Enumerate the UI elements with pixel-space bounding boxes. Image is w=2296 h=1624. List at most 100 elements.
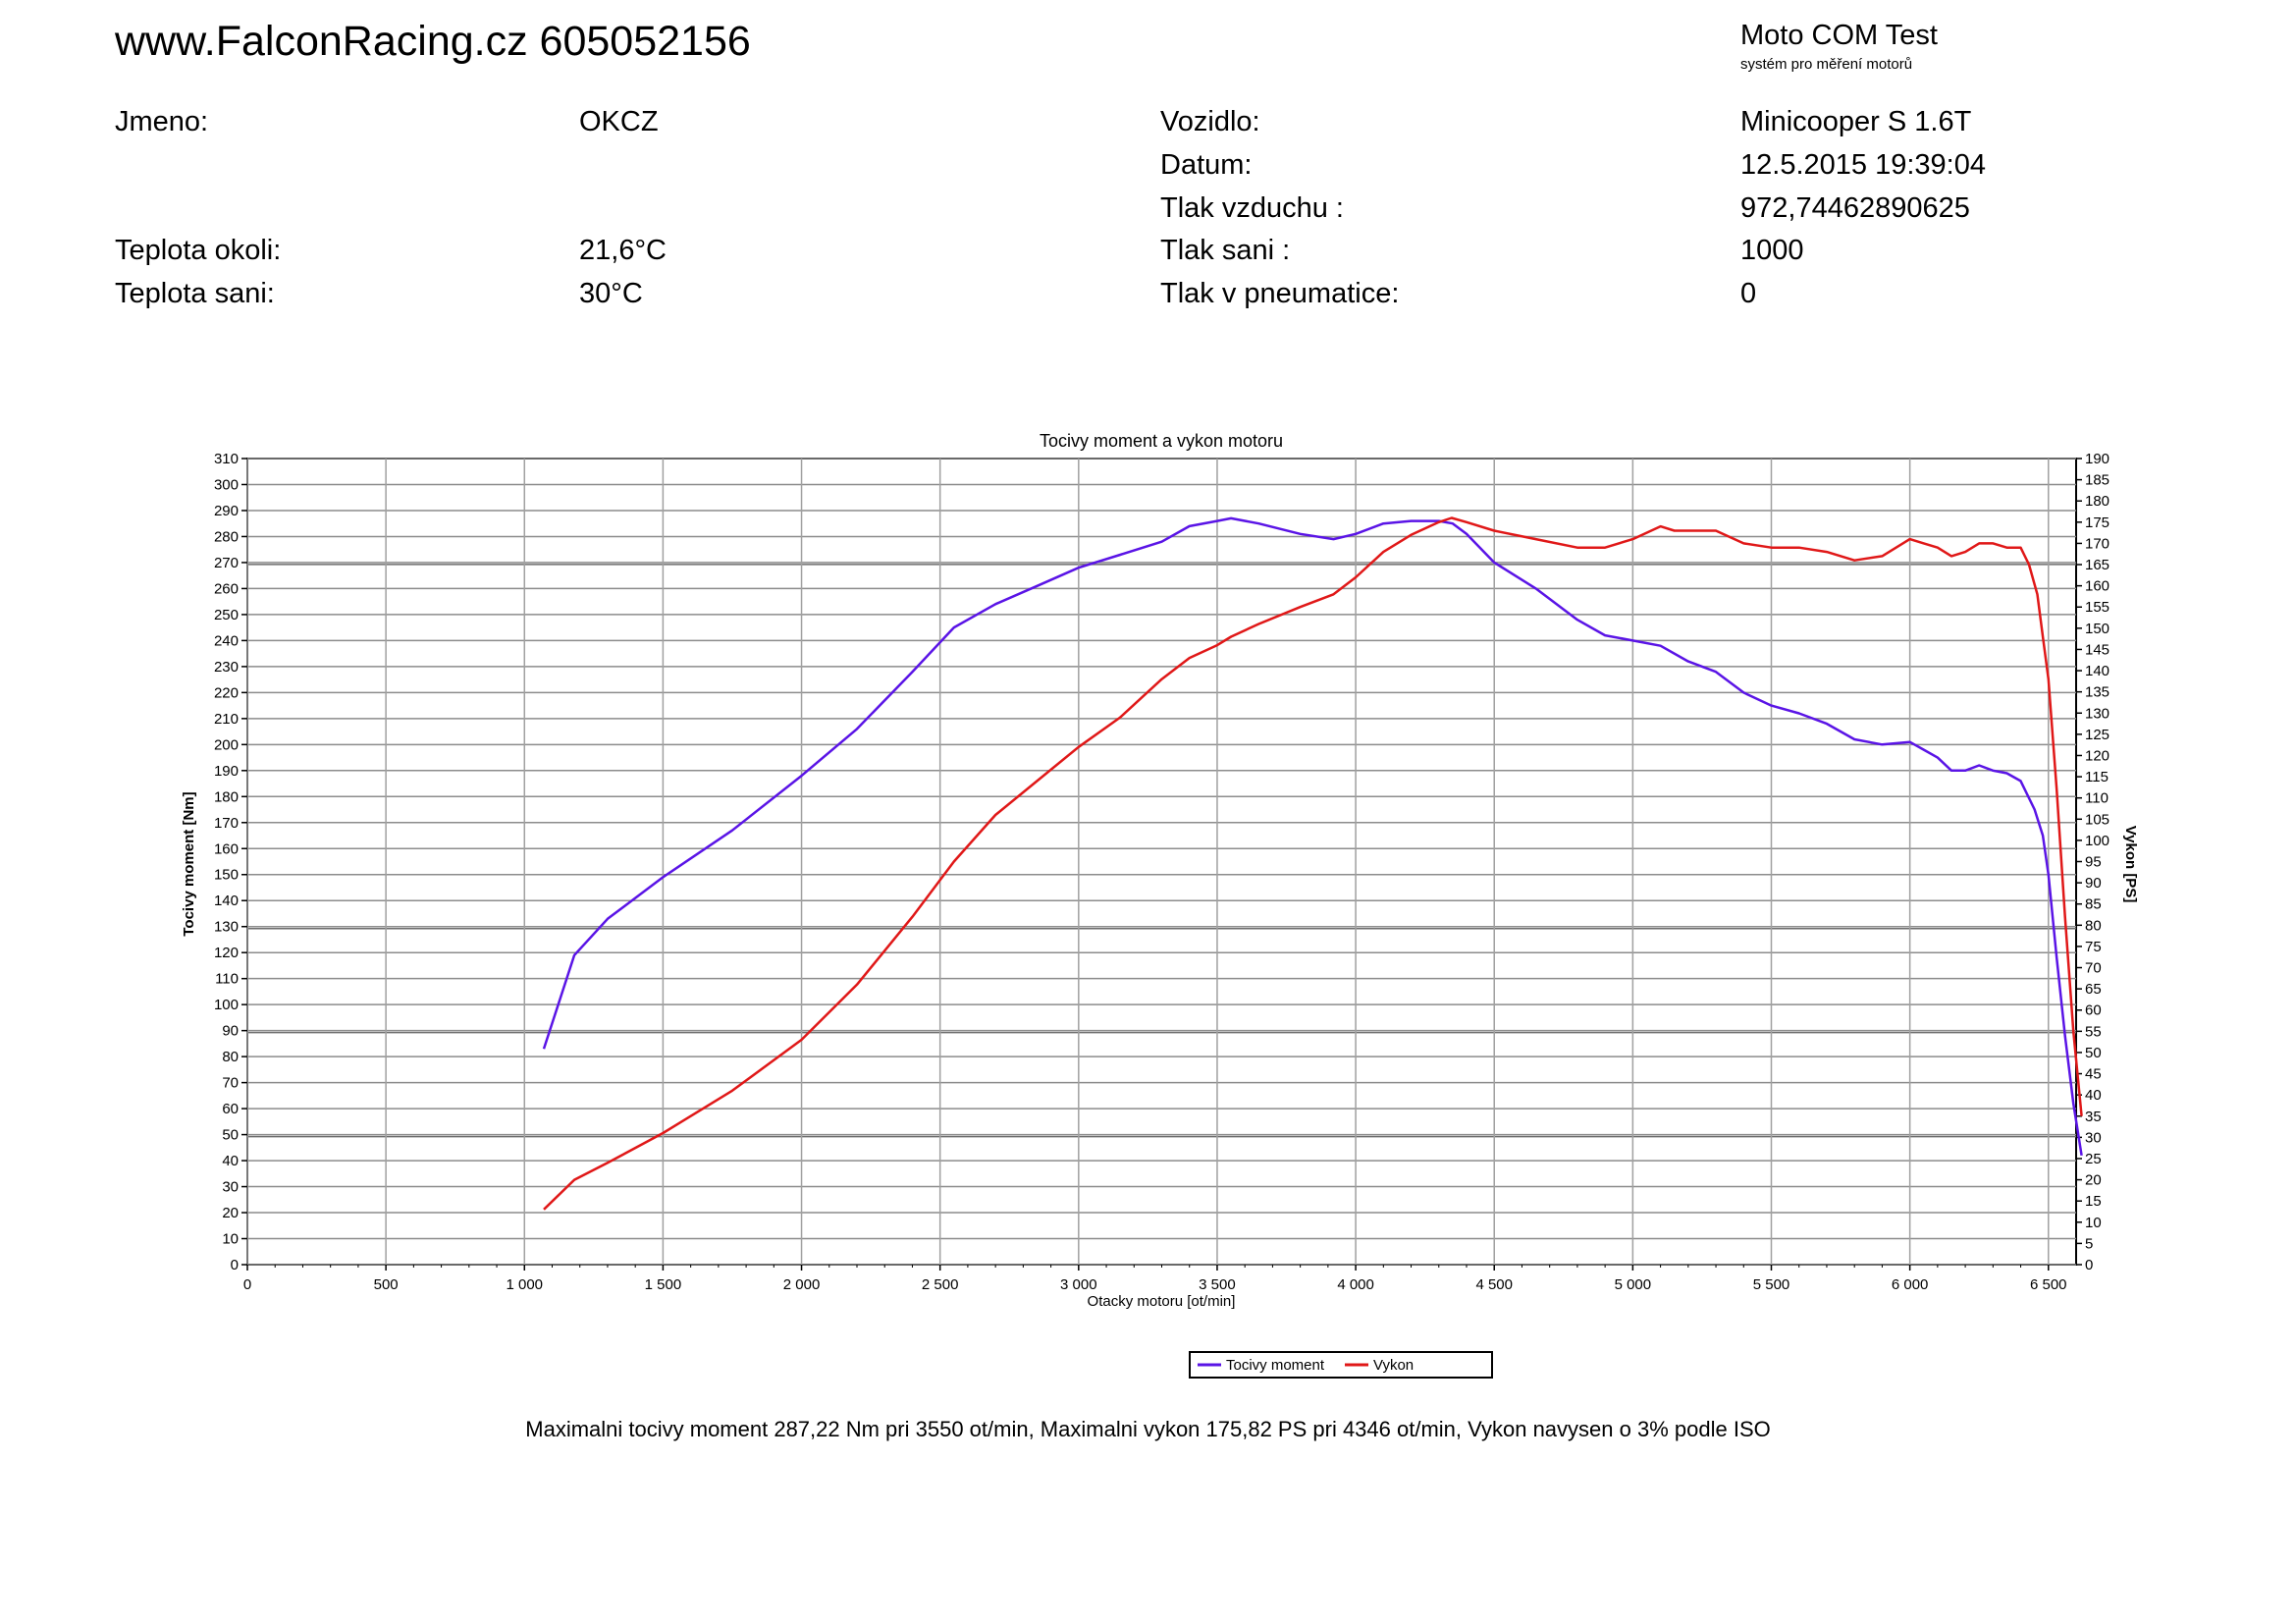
x-axis-label: Otacky motoru [ot/min]: [1088, 1293, 1236, 1310]
y-tick-label: 20: [222, 1205, 239, 1221]
x-tick-label: 6 500: [2030, 1276, 2067, 1293]
y-tick-label: 280: [214, 528, 239, 545]
y2-tick-label: 20: [2085, 1172, 2102, 1189]
info-label-tlak-sani: Tlak sani :: [1160, 235, 1291, 266]
info-label-vozidlo: Vozidlo:: [1160, 106, 1260, 137]
x-tick-label: 4 000: [1337, 1276, 1374, 1293]
y-tick-label: 140: [214, 893, 239, 909]
brand-subtitle: systém pro měření motorů: [1740, 56, 1913, 73]
x-tick-label: 2 000: [783, 1276, 821, 1293]
y-tick-label: 130: [214, 919, 239, 936]
y-tick-label: 190: [214, 763, 239, 780]
x-tick-label: 2 500: [922, 1276, 959, 1293]
info-value-tlak-sani: 1000: [1740, 235, 1804, 266]
y-tick-label: 150: [214, 867, 239, 884]
y2-tick-label: 155: [2085, 599, 2109, 616]
info-label-teplota-okoli: Teplota okoli:: [115, 235, 282, 266]
y2-tick-label: 190: [2085, 451, 2109, 467]
info-value-vozidlo: Minicooper S 1.6T: [1740, 106, 1972, 137]
y-tick-label: 250: [214, 607, 239, 623]
y2-tick-label: 135: [2085, 684, 2109, 701]
y2-tick-label: 160: [2085, 578, 2109, 595]
y2-axis-label: Vykon [PS]: [2122, 826, 2139, 903]
y2-tick-label: 85: [2085, 896, 2102, 913]
info-value-datum: 12.5.2015 19:39:04: [1740, 149, 1986, 181]
x-tick-label: 5 500: [1753, 1276, 1790, 1293]
y2-tick-label: 90: [2085, 875, 2102, 892]
y2-tick-label: 150: [2085, 621, 2109, 637]
y2-tick-label: 10: [2085, 1215, 2102, 1231]
x-tick-label: 1 500: [645, 1276, 682, 1293]
info-value-jmeno: OKCZ: [579, 106, 659, 137]
info-value-teplota-okoli: 21,6°C: [579, 235, 667, 266]
y-tick-label: 110: [215, 971, 239, 988]
y2-tick-label: 175: [2085, 514, 2109, 531]
site-title: www.FalconRacing.cz 605052156: [115, 18, 751, 65]
y2-tick-label: 145: [2085, 641, 2109, 658]
y-tick-label: 80: [222, 1049, 239, 1065]
chart-legend: Tocivy moment Vykon: [1189, 1351, 1493, 1379]
y-tick-label: 0: [231, 1257, 239, 1273]
y-tick-label: 120: [214, 945, 239, 961]
grid: [246, 458, 2077, 1266]
info-label-teplota-sani: Teplota sani:: [115, 278, 275, 309]
plot-frame: [246, 458, 2077, 1266]
y2-tick-label: 25: [2085, 1151, 2102, 1167]
y-tick-label: 210: [214, 711, 239, 728]
y2-tick-label: 140: [2085, 663, 2109, 679]
y2-tick-label: 30: [2085, 1129, 2102, 1146]
x-tick-label: 3 000: [1060, 1276, 1097, 1293]
info-label-jmeno: Jmeno:: [115, 106, 209, 137]
y2-tick-label: 80: [2085, 917, 2102, 934]
y2-tick-label: 55: [2085, 1023, 2102, 1040]
x-tick-label: 500: [374, 1276, 399, 1293]
y-tick-label: 10: [222, 1231, 239, 1248]
y2-tick-label: 45: [2085, 1066, 2102, 1083]
y2-tick-label: 115: [2085, 769, 2109, 785]
y-tick-label: 160: [214, 840, 239, 857]
y2-tick-label: 70: [2085, 960, 2102, 977]
series-line-tocivy-moment: [542, 516, 2083, 1156]
y-tick-label: 180: [214, 788, 239, 805]
y2-tick-label: 110: [2085, 790, 2109, 807]
y-tick-label: 220: [214, 684, 239, 701]
y-tick-label: 30: [222, 1179, 239, 1196]
summary-text: Maximalni tocivy moment 287,22 Nm pri 35…: [525, 1417, 1771, 1441]
y2-tick-label: 180: [2085, 493, 2109, 510]
y-tick-label: 90: [222, 1023, 239, 1040]
x-tick-label: 6 000: [1892, 1276, 1929, 1293]
x-tick-label: 0: [243, 1276, 251, 1293]
y-tick-label: 310: [214, 451, 239, 467]
info-value-tlak-vzduchu: 972,74462890625: [1740, 192, 1970, 224]
y-tick-label: 170: [214, 815, 239, 832]
y-tick-label: 200: [214, 736, 239, 753]
y-tick-label: 230: [214, 659, 239, 676]
y2-tick-label: 95: [2085, 854, 2102, 871]
y2-tick-label: 35: [2085, 1109, 2102, 1125]
y-tick-label: 290: [214, 503, 239, 519]
y2-tick-label: 50: [2085, 1045, 2102, 1061]
y-tick-label: 300: [214, 476, 239, 493]
legend-label-tocivy-moment: Tocivy moment: [1226, 1357, 1325, 1374]
legend-box: [1189, 1351, 1493, 1379]
y2-tick-label: 170: [2085, 535, 2109, 552]
y2-tick-label: 60: [2085, 1002, 2102, 1019]
y2-tick-label: 185: [2085, 472, 2109, 489]
y2-tick-label: 75: [2085, 939, 2102, 955]
y2-tick-label: 125: [2085, 727, 2109, 743]
y2-tick-label: 130: [2085, 705, 2109, 722]
y-axis-label: Tocivy moment [Nm]: [181, 791, 197, 936]
y2-tick-label: 0: [2085, 1257, 2093, 1273]
axes: 0102030405060708090100110120130140150160…: [214, 451, 2109, 1293]
info-label-tlak-v-pneumatice: Tlak v pneumatice:: [1160, 278, 1400, 309]
y-tick-label: 70: [222, 1075, 239, 1092]
info-value-tlak-v-pneumatice: 0: [1740, 278, 1757, 309]
y2-tick-label: 105: [2085, 811, 2109, 828]
y-tick-label: 100: [214, 997, 239, 1013]
x-tick-label: 1 000: [506, 1276, 543, 1293]
y-tick-label: 260: [214, 580, 239, 597]
y-tick-label: 270: [214, 555, 239, 571]
y-tick-label: 60: [222, 1101, 239, 1117]
x-tick-label: 3 500: [1199, 1276, 1236, 1293]
chart-title: Tocivy moment a vykon motoru: [1040, 431, 1283, 451]
